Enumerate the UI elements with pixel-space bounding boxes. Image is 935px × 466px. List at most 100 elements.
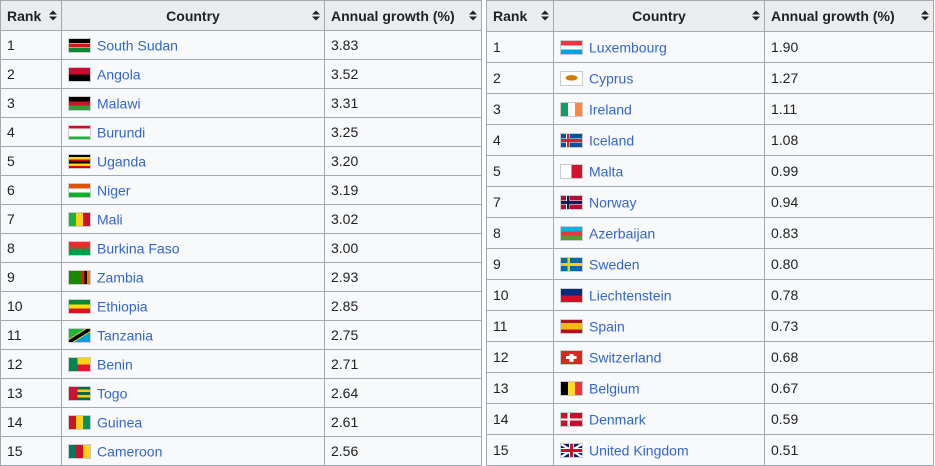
growth-cell: 0.67 <box>764 372 934 404</box>
country-link[interactable]: United Kingdom <box>589 442 689 459</box>
country-link[interactable]: Burkina Faso <box>97 240 180 257</box>
rank-cell: 14 <box>0 407 62 437</box>
growth-table-left: Rank Country Annual growth (%) 1 South Su… <box>0 0 482 466</box>
country-link[interactable]: Belgium <box>589 380 640 397</box>
country-link[interactable]: Tanzania <box>97 327 154 344</box>
country-cell: Uganda <box>61 146 325 176</box>
country-link[interactable]: Spain <box>589 318 625 335</box>
growth-header[interactable]: Annual growth (%) <box>764 0 934 32</box>
rank-cell: 12 <box>0 349 62 379</box>
growth-cell: 2.93 <box>324 262 482 292</box>
table-row: 10 Ethiopia 2.85 <box>0 291 482 321</box>
country-cell: Benin <box>61 349 325 379</box>
country-link[interactable]: Cameroon <box>97 443 163 460</box>
table-row: 10 Liechtenstein 0.78 <box>486 279 934 311</box>
zambia-flag-icon <box>68 270 91 286</box>
growth-cell: 2.56 <box>324 436 482 466</box>
angola-flag-icon <box>68 67 91 83</box>
table-row: 1 South Sudan 3.83 <box>0 30 482 60</box>
rank-cell: 15 <box>0 436 62 466</box>
rank-cell: 13 <box>486 372 554 404</box>
rank-cell: 10 <box>486 279 554 311</box>
country-header-label: Country <box>166 7 220 24</box>
country-cell: Tanzania <box>61 320 325 350</box>
country-link[interactable]: Zambia <box>97 269 144 286</box>
country-link[interactable]: Ireland <box>589 101 632 118</box>
country-header[interactable]: Country <box>61 0 325 31</box>
country-link[interactable]: Cyprus <box>589 70 634 87</box>
country-link[interactable]: South Sudan <box>97 37 178 54</box>
rank-cell: 8 <box>486 217 554 249</box>
table-row: 3 Malawi 3.31 <box>0 88 482 118</box>
country-link[interactable]: Denmark <box>589 411 646 428</box>
country-link[interactable]: Angola <box>97 66 141 83</box>
growth-cell: 2.85 <box>324 291 482 321</box>
country-link[interactable]: Iceland <box>589 132 635 149</box>
country-link[interactable]: Mali <box>97 211 123 228</box>
table-row: 8 Burkina Faso 3.00 <box>0 233 482 263</box>
growth-header[interactable]: Annual growth (%) <box>324 0 482 31</box>
table-row: 4 Burundi 3.25 <box>0 117 482 147</box>
growth-cell: 0.78 <box>764 279 934 311</box>
country-cell: Burundi <box>61 117 325 147</box>
country-link[interactable]: Sweden <box>589 256 640 273</box>
table-row: 13 Togo 2.64 <box>0 378 482 408</box>
rank-header[interactable]: Rank <box>0 0 62 31</box>
country-link[interactable]: Guinea <box>97 414 143 431</box>
togo-flag-icon <box>68 386 91 402</box>
growth-cell: 3.25 <box>324 117 482 147</box>
country-link[interactable]: Benin <box>97 356 133 373</box>
iceland-flag-icon <box>560 133 583 149</box>
rank-cell: 13 <box>0 378 62 408</box>
country-link[interactable]: Uganda <box>97 153 147 170</box>
country-link[interactable]: Switzerland <box>589 349 662 366</box>
cyprus-flag-icon <box>560 71 583 87</box>
growth-cell: 3.02 <box>324 204 482 234</box>
growth-cell: 3.19 <box>324 175 482 205</box>
country-link[interactable]: Ethiopia <box>97 298 148 315</box>
luxembourg-flag-icon <box>560 40 583 56</box>
growth-cell: 3.31 <box>324 88 482 118</box>
rank-header[interactable]: Rank <box>486 0 554 32</box>
table-row: 12 Switzerland 0.68 <box>486 341 934 373</box>
header-row: Rank Country Annual growth (%) <box>0 0 482 31</box>
growth-cell: 2.71 <box>324 349 482 379</box>
country-cell: Malta <box>553 155 765 187</box>
country-cell: Sweden <box>553 248 765 280</box>
country-link[interactable]: Liechtenstein <box>589 287 672 304</box>
country-link[interactable]: Togo <box>97 385 128 402</box>
sort-icon[interactable] <box>48 10 57 21</box>
growth-cell: 1.27 <box>764 62 934 94</box>
malawi-flag-icon <box>68 96 91 112</box>
country-header[interactable]: Country <box>553 0 765 32</box>
growth-cell: 2.64 <box>324 378 482 408</box>
table-row: 3 Ireland 1.11 <box>486 93 934 125</box>
growth-cell: 0.68 <box>764 341 934 373</box>
country-link[interactable]: Malta <box>589 163 624 180</box>
table-row: 15 Cameroon 2.56 <box>0 436 482 466</box>
south-sudan-flag-icon <box>68 38 91 54</box>
rank-cell: 7 <box>486 186 554 218</box>
rank-cell: 14 <box>486 403 554 435</box>
country-link[interactable]: Luxembourg <box>589 39 667 56</box>
country-link[interactable]: Norway <box>589 194 637 211</box>
sort-icon[interactable] <box>468 10 477 21</box>
benin-flag-icon <box>68 357 91 373</box>
rank-cell: 9 <box>0 262 62 292</box>
belgium-flag-icon <box>560 381 583 397</box>
country-cell: Ethiopia <box>61 291 325 321</box>
growth-cell: 3.52 <box>324 59 482 89</box>
sort-icon[interactable] <box>540 10 549 22</box>
country-link[interactable]: Burundi <box>97 124 146 141</box>
spain-flag-icon <box>560 319 583 335</box>
country-link[interactable]: Niger <box>97 182 131 199</box>
sort-icon[interactable] <box>751 10 760 22</box>
country-link[interactable]: Azerbaijan <box>589 225 656 242</box>
country-cell: Norway <box>553 186 765 218</box>
country-link[interactable]: Malawi <box>97 95 141 112</box>
country-cell: Malawi <box>61 88 325 118</box>
country-header-label: Country <box>632 8 686 24</box>
growth-table-right: Rank Country Annual growth (%) 1 Luxembou… <box>486 0 934 466</box>
sort-icon[interactable] <box>311 10 320 21</box>
sort-icon[interactable] <box>920 10 929 22</box>
